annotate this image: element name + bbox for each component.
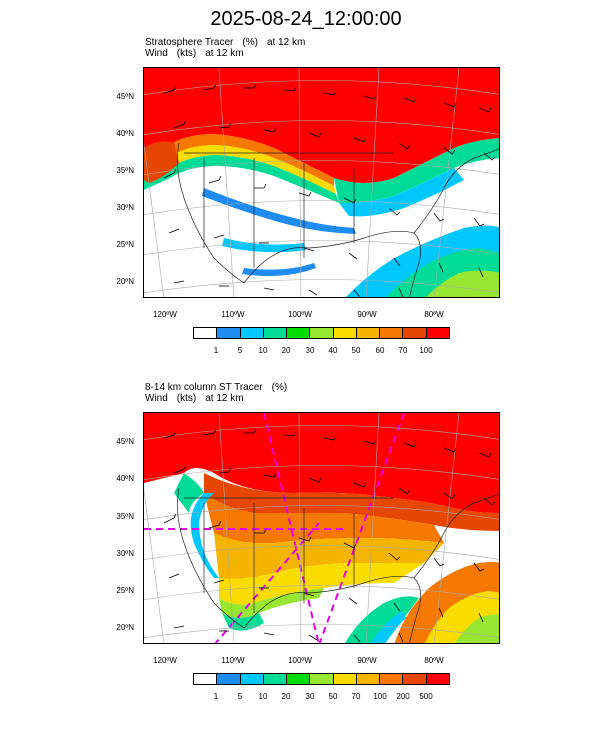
panel1-lon-label: 110ºW xyxy=(221,310,245,319)
colorbar-bin xyxy=(263,328,288,338)
panel1-field-label: Stratosphere Tracer (%) at 12 km xyxy=(145,37,306,48)
colorbar-bin xyxy=(310,328,334,338)
panel1-colorbar-label: 70 xyxy=(398,346,408,355)
panel1-wind-label: Wind (kts) at 12 km xyxy=(145,48,244,59)
panel1-colorbar-label: 30 xyxy=(305,346,315,355)
colorbar-bin xyxy=(333,328,357,338)
panel1-map[interactable] xyxy=(143,67,500,298)
colorbar-bin xyxy=(310,674,334,684)
panel1-colorbar-label: 60 xyxy=(375,346,385,355)
panel2-colorbar-label: 1 xyxy=(213,692,219,701)
panel1-lat-label: 20ºN xyxy=(116,277,134,286)
panel2-lat-label: 45ºN xyxy=(116,437,134,446)
panel1-lat-label: 45ºN xyxy=(116,92,134,101)
colorbar-bin xyxy=(194,674,218,684)
panel2-lat-label: 30ºN xyxy=(116,549,134,558)
panel2-lon-label: 90ºW xyxy=(357,656,377,665)
panel2-lat-label: 20ºN xyxy=(116,623,134,632)
colorbar-bin xyxy=(217,328,241,338)
colorbar-bin xyxy=(263,674,288,684)
panel2-colorbar-label: 10 xyxy=(258,692,268,701)
panel1-lon-label: 80ºW xyxy=(424,310,444,319)
panel2-lat-label: 25ºN xyxy=(116,586,134,595)
panel1-lon-label: 90ºW xyxy=(357,310,377,319)
colorbar-bin xyxy=(380,328,404,338)
panel2-colorbar-label: 20 xyxy=(281,692,291,701)
panel2-colorbar-label: 500 xyxy=(419,692,433,701)
colorbar-bin xyxy=(380,674,404,684)
panel1-lat-label: 30ºN xyxy=(116,203,134,212)
panel2-lon-label: 110ºW xyxy=(221,656,245,665)
panel1-colorbar-label: 20 xyxy=(281,346,291,355)
panel1-colorbar-label: 10 xyxy=(258,346,268,355)
colorbar-bin xyxy=(287,674,311,684)
panel1-colorbar-label: 5 xyxy=(237,346,243,355)
panel1-colorbar-label: 50 xyxy=(351,346,361,355)
panel2-colorbar-label: 200 xyxy=(396,692,410,701)
colorbar-bin xyxy=(240,674,264,684)
panel2-lon-label: 100ºW xyxy=(288,656,312,665)
panel2-colorbar-label: 5 xyxy=(237,692,243,701)
colorbar-bin xyxy=(426,328,449,338)
colorbar-bin xyxy=(287,328,311,338)
colorbar-bin xyxy=(356,328,381,338)
colorbar-bin xyxy=(403,328,427,338)
panel2-field-label: 8-14 km column ST Tracer (%) xyxy=(145,382,288,393)
panel2-lon-label: 80ºW xyxy=(424,656,444,665)
panel2-map[interactable] xyxy=(143,412,500,644)
panel2-wind-label: Wind (kts) at 12 km xyxy=(145,393,244,404)
panel1-lat-label: 40ºN xyxy=(116,129,134,138)
panel1-lat-label: 25ºN xyxy=(116,240,134,249)
figure-title: 2025-08-24_12:00:00 xyxy=(210,8,402,30)
panel2-lat-label: 35ºN xyxy=(116,512,134,521)
panel2-colorbar-label: 100 xyxy=(373,692,387,701)
panel2-lat-label: 40ºN xyxy=(116,474,134,483)
panel2-colorbar xyxy=(193,673,450,685)
panel1-map-canvas xyxy=(144,68,499,297)
colorbar-bin xyxy=(217,674,241,684)
colorbar-bin xyxy=(403,674,427,684)
panel2-colorbar-label: 70 xyxy=(351,692,361,701)
panel1-colorbar-label: 1 xyxy=(213,346,219,355)
panel2-colorbar-label: 30 xyxy=(305,692,315,701)
panel1-lat-label: 35ºN xyxy=(116,166,134,175)
panel1-lon-label: 100ºW xyxy=(288,310,312,319)
colorbar-bin xyxy=(426,674,449,684)
panel1-lon-label: 120ºW xyxy=(153,310,177,319)
panel1-colorbar xyxy=(193,327,450,339)
panel2-lon-label: 120ºW xyxy=(153,656,177,665)
panel2-colorbar-label: 50 xyxy=(328,692,338,701)
colorbar-bin xyxy=(240,328,264,338)
colorbar-bin xyxy=(333,674,357,684)
colorbar-bin xyxy=(194,328,218,338)
colorbar-bin xyxy=(356,674,381,684)
panel1-colorbar-label: 40 xyxy=(328,346,338,355)
panel2-map-canvas xyxy=(144,413,499,643)
panel1-colorbar-label: 100 xyxy=(419,346,433,355)
